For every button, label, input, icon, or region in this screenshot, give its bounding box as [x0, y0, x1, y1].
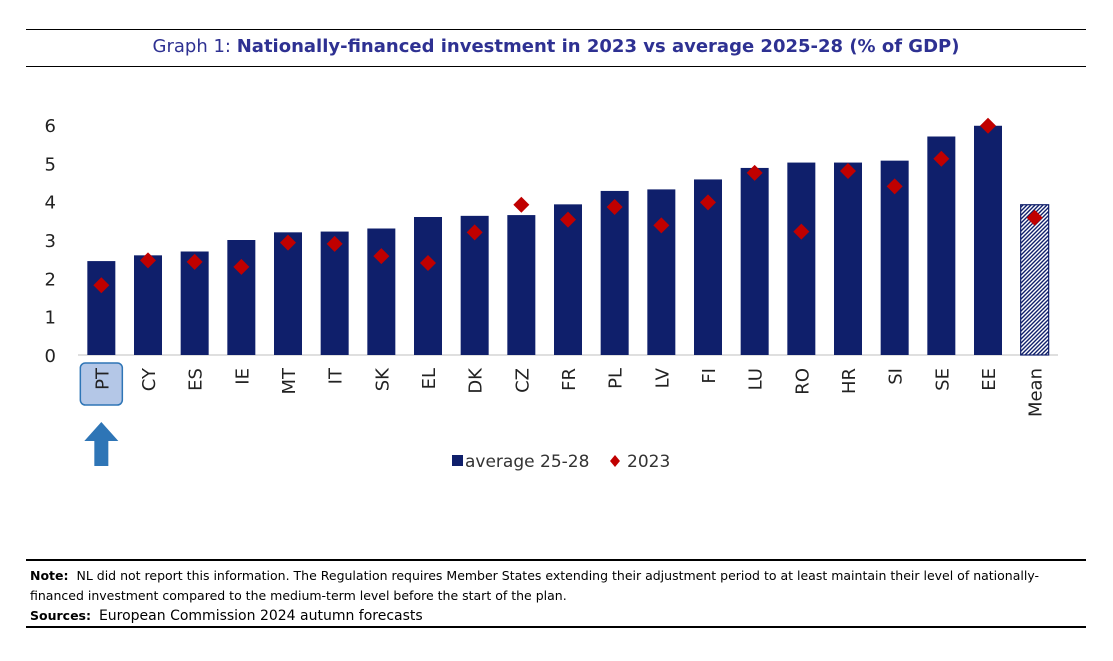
bar-chart: 0 1 2 3 4 5 6 PT CY ES IE MT IT SK EL DK CZ FR PL LV FI LU RO… [45, 116, 1058, 472]
legend-label-marker: 2023 [627, 452, 670, 472]
x-tick-label: LV [652, 367, 673, 388]
y-tick-label: 3 [45, 231, 56, 252]
x-tick-label: Mean [1026, 368, 1047, 417]
x-tick-label: LU [746, 368, 767, 390]
x-tick-label: PL [606, 368, 627, 389]
bar [600, 190, 629, 355]
note-label: Note: [30, 568, 69, 583]
marker-2023 [560, 211, 576, 228]
marker-2023 [373, 248, 390, 265]
marker-2023 [420, 255, 436, 271]
marker-2023 [186, 253, 203, 270]
bar [367, 228, 396, 355]
bar [507, 215, 536, 355]
y-tick-label: 5 [45, 154, 56, 175]
arrow-shape [84, 422, 119, 466]
x-tick-label: IE [232, 368, 253, 385]
title-main: Nationally-financed investment in 2023 v… [236, 36, 960, 57]
bar [320, 231, 349, 355]
bar [927, 136, 956, 355]
top-rule [26, 29, 1086, 30]
x-tick-label: HR [839, 368, 860, 394]
x-tick-label: EE [979, 368, 1000, 391]
bar [834, 162, 862, 355]
bar [227, 240, 256, 355]
note-line: Note: NL did not report this information… [30, 566, 1070, 606]
bar [787, 162, 816, 355]
legend-label-bar: average 25-28 [465, 452, 589, 472]
marker-2023 [93, 277, 110, 294]
x-tick-label: MT [279, 367, 300, 395]
legend: average 25-28 2023 [452, 452, 670, 472]
footer-note: Note: NL did not report this information… [30, 566, 1070, 626]
x-tick-label: CY [139, 367, 160, 391]
x-tick-label: CZ [512, 368, 533, 393]
x-tick-label: DK [466, 367, 487, 394]
marker-2023 [280, 234, 296, 251]
chart-title: Graph 1: Nationally-financed investment … [26, 36, 1086, 57]
x-tick-label: FR [559, 368, 580, 391]
x-tick-label: SK [372, 367, 393, 391]
x-tick-label: ES [186, 368, 207, 391]
marker-2023 [933, 150, 950, 167]
marker-2023 [513, 196, 530, 213]
x-axis: PT CY ES IE MT IT SK EL DK CZ FR PL LV FI LU RO HR SI SE EE… [79, 362, 1047, 417]
marker-2023 [980, 117, 996, 134]
bar-series [87, 125, 1050, 356]
marker-2023 [140, 252, 156, 269]
highlight-box [79, 362, 124, 406]
sources-text: European Commission 2024 autumn forecast… [98, 608, 423, 624]
x-tick-label: IT [326, 367, 347, 384]
y-tick-label: 4 [45, 193, 56, 214]
bar [414, 217, 442, 355]
marker-series [93, 117, 1043, 294]
y-tick-label: 0 [45, 346, 56, 367]
bar [274, 232, 302, 355]
bar [87, 261, 116, 355]
legend-swatch-marker [610, 455, 620, 467]
marker-2023 [793, 223, 810, 240]
sources-label: Sources: [30, 608, 91, 623]
x-tick-label: SE [932, 368, 953, 391]
marker-2023 [1026, 209, 1043, 226]
note-top-rule [26, 559, 1086, 561]
marker-2023 [466, 224, 483, 241]
bar [647, 189, 676, 355]
x-tick-label: EL [419, 368, 440, 389]
y-tick-label: 6 [45, 116, 56, 137]
x-tick-label: FI [699, 368, 720, 384]
x-tick-label: SI [886, 368, 907, 385]
marker-2023 [653, 217, 670, 234]
highlight-arrow-icon [84, 422, 119, 466]
title-prefix: Graph 1: [152, 36, 231, 57]
marker-2023 [840, 163, 856, 179]
marker-2023 [700, 194, 716, 211]
title-bottom-rule [26, 66, 1086, 67]
y-tick-label: 1 [45, 308, 56, 329]
marker-2023 [606, 199, 623, 216]
marker-2023 [746, 164, 763, 181]
marker-2023 [326, 235, 343, 252]
bar [134, 255, 162, 355]
note-text: NL did not report this information. The … [30, 568, 1040, 603]
marker-2023 [886, 178, 903, 195]
bar [1020, 204, 1050, 356]
bar [974, 125, 1002, 356]
marker-2023 [233, 258, 250, 275]
bar [554, 204, 582, 355]
note-bottom-rule [26, 626, 1086, 628]
y-tick-label: 2 [45, 269, 56, 290]
sources-line: Sources: European Commission 2024 autumn… [30, 606, 1070, 626]
x-tick-label: RO [792, 368, 813, 395]
legend-swatch-bar [452, 455, 463, 466]
bar [740, 167, 769, 355]
x-tick-label: PT [92, 367, 113, 390]
